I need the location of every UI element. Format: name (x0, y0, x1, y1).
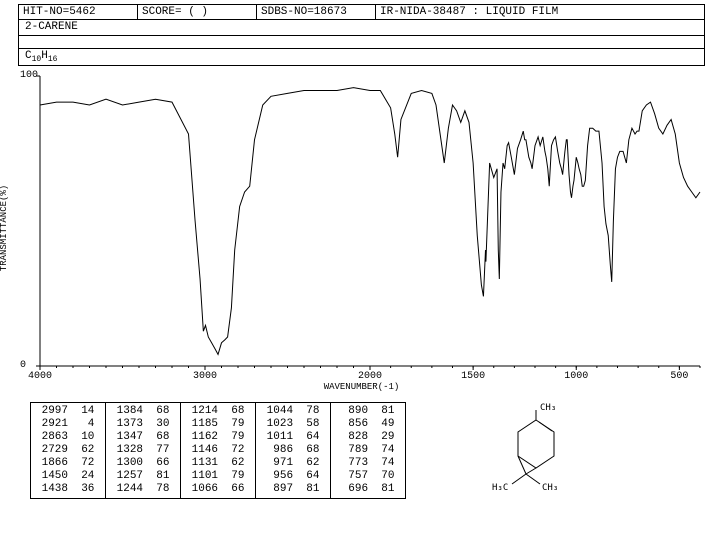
formula-h: H (41, 50, 48, 62)
peak-row: 696 81 (335, 483, 401, 496)
formula-c-sub: 10 (32, 55, 42, 64)
x-tick-label: 2000 (358, 371, 382, 382)
peak-row: 1300 66 (110, 457, 176, 470)
peak-row: 890 81 (335, 405, 401, 418)
peak-row: 1066 66 (185, 483, 251, 496)
peak-row: 2921 4 (35, 418, 101, 431)
peak-row: 1347 68 (110, 431, 176, 444)
x-tick-label: 3000 (193, 371, 217, 382)
peak-row: 1131 62 (185, 457, 251, 470)
x-tick-label: 500 (670, 371, 688, 382)
y-tick-label: 100 (20, 70, 38, 81)
peak-column: 1044 78 1023 58 1011 64 986 68 971 62 95… (256, 403, 331, 498)
x-axis-label: WAVENUMBER(-1) (324, 382, 400, 392)
peak-row: 1044 78 (260, 405, 326, 418)
peak-row: 1438 36 (35, 483, 101, 496)
peak-row: 1244 78 (110, 483, 176, 496)
peak-row: 1214 68 (185, 405, 251, 418)
x-tick-label: 1500 (461, 371, 485, 382)
peak-row: 1162 79 (185, 431, 251, 444)
peak-row: 856 49 (335, 418, 401, 431)
y-axis-label: TRANSMITTANCE(%) (0, 185, 9, 271)
bottom-area: 2997 14 2921 4 2863 10 2729 62 1866 72 1… (30, 402, 705, 502)
y-tick-label: 0 (20, 360, 26, 371)
ir-info: IR-NIDA-38487 : LIQUID FILM (376, 5, 704, 19)
peak-row: 2863 10 (35, 431, 101, 444)
score: SCORE= ( ) (138, 5, 257, 19)
peak-row: 986 68 (260, 444, 326, 457)
peak-row: 1011 64 (260, 431, 326, 444)
molecular-structure: CH₃ H₃C CH₃ (466, 402, 606, 502)
structure-label-top: CH₃ (540, 403, 556, 413)
peak-row: 1450 24 (35, 470, 101, 483)
spectrum-svg (18, 66, 705, 390)
peak-row: 789 74 (335, 444, 401, 457)
x-tick-label: 4000 (28, 371, 52, 382)
peak-row: 1023 58 (260, 418, 326, 431)
peak-row: 1146 72 (185, 444, 251, 457)
peak-row: 757 70 (335, 470, 401, 483)
structure-label-br: CH₃ (542, 483, 558, 493)
ir-spectrum-chart: TRANSMITTANCE(%) WAVENUMBER(-1) 0100 400… (18, 66, 705, 390)
peak-row: 1866 72 (35, 457, 101, 470)
peak-table: 2997 14 2921 4 2863 10 2729 62 1866 72 1… (30, 402, 406, 499)
molecular-formula: C10H16 (18, 48, 705, 66)
compound-name: 2-CARENE (18, 19, 705, 35)
peak-row: 2997 14 (35, 405, 101, 418)
blank-row (18, 35, 705, 48)
peak-column: 1384 68 1373 30 1347 68 1328 77 1300 66 … (106, 403, 181, 498)
formula-c: C (25, 50, 32, 62)
peak-row: 1384 68 (110, 405, 176, 418)
peak-column: 2997 14 2921 4 2863 10 2729 62 1866 72 1… (31, 403, 106, 498)
peak-column: 1214 68 1185 79 1162 79 1146 72 1131 62 … (181, 403, 256, 498)
header-row-1: HIT-NO=5462 SCORE= ( ) SDBS-NO=18673 IR-… (18, 4, 705, 19)
peak-row: 897 81 (260, 483, 326, 496)
peak-row: 1373 30 (110, 418, 176, 431)
peak-row: 1328 77 (110, 444, 176, 457)
structure-svg: CH₃ H₃C CH₃ (466, 402, 606, 502)
structure-label-bl: H₃C (492, 483, 508, 493)
peak-row: 1101 79 (185, 470, 251, 483)
peak-row: 2729 62 (35, 444, 101, 457)
x-tick-label: 1000 (564, 371, 588, 382)
peak-row: 773 74 (335, 457, 401, 470)
sdbs-no: SDBS-NO=18673 (257, 5, 376, 19)
peak-column: 890 81 856 49 828 29 789 74 773 74 757 7… (331, 403, 405, 498)
peak-row: 1257 81 (110, 470, 176, 483)
peak-row: 828 29 (335, 431, 401, 444)
formula-h-sub: 16 (48, 55, 58, 64)
hit-no: HIT-NO=5462 (19, 5, 138, 19)
peak-row: 1185 79 (185, 418, 251, 431)
peak-row: 956 64 (260, 470, 326, 483)
peak-row: 971 62 (260, 457, 326, 470)
